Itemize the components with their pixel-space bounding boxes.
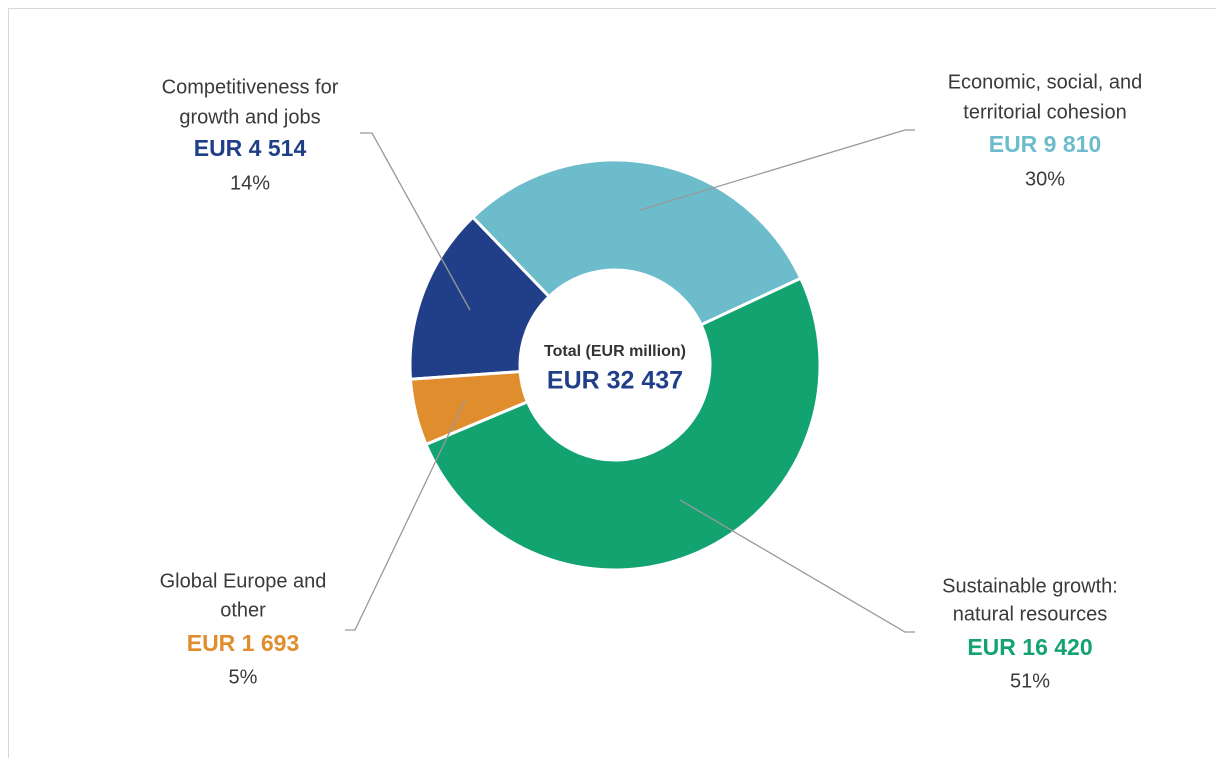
percent-label: 51% [1010,670,1050,692]
donut [408,158,822,572]
percent-label: 5% [229,666,258,688]
value-label: EUR 1 693 [187,630,300,656]
leader-line [360,132,471,311]
category-label: growth and jobs [179,106,320,128]
category-label: Competitiveness for [162,76,339,98]
slice [470,158,803,327]
value-label: EUR 4 514 [194,135,307,161]
percent-label: 30% [1025,168,1065,190]
leader-line [345,399,466,631]
leader-line [639,129,915,211]
center-value: EUR 32 437 [547,367,683,395]
category-label: Global Europe and [160,570,327,592]
category-label: Sustainable growth: [942,575,1118,597]
leader-line [679,499,915,633]
category-label: Economic, social, and [948,71,1143,93]
slice [408,370,530,447]
frame [8,8,1216,758]
percent-label: 14% [230,172,270,194]
category-label: natural resources [953,603,1108,625]
value-label: EUR 16 420 [967,634,1092,660]
category-label: other [220,599,266,621]
slice [424,276,822,572]
category-label: territorial cohesion [963,101,1126,123]
center-title: Total (EUR million) [544,343,686,360]
slice [408,215,552,381]
value-label: EUR 9 810 [989,131,1102,157]
